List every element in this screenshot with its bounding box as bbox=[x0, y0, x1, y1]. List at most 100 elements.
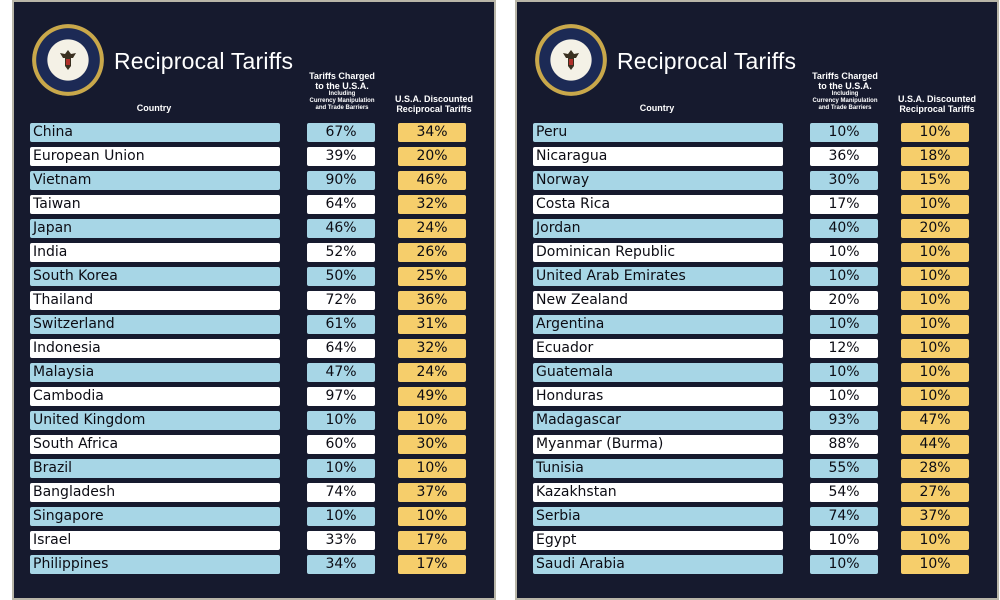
charged-tariff-cell: 47% bbox=[307, 363, 375, 382]
charged-tariff-cell: 10% bbox=[810, 243, 878, 262]
discounted-tariff-cell: 10% bbox=[901, 267, 969, 286]
tariff-panel-left: Reciprocal Tariffs Country Tariffs Charg… bbox=[12, 0, 496, 600]
charged-tariff-cell: 10% bbox=[810, 123, 878, 142]
discounted-header-line: Reciprocal Tariffs bbox=[396, 104, 472, 114]
charged-header-sub: and Trade Barriers bbox=[315, 105, 369, 111]
country-cell: Argentina bbox=[533, 315, 783, 334]
charged-tariff-cell: 55% bbox=[810, 459, 878, 478]
charged-header-line: to the U.S.A. bbox=[818, 81, 872, 91]
discounted-tariff-cell: 10% bbox=[901, 387, 969, 406]
charged-tariff-cell: 88% bbox=[810, 435, 878, 454]
charged-tariff-cell: 10% bbox=[810, 315, 878, 334]
table-row: Cambodia 97% 49% bbox=[14, 386, 494, 410]
eagle-icon bbox=[563, 50, 579, 70]
charged-tariff-cell: 39% bbox=[307, 147, 375, 166]
country-cell: Guatemala bbox=[533, 363, 783, 382]
table-row: Bangladesh 74% 37% bbox=[14, 482, 494, 506]
discounted-tariff-cell: 10% bbox=[901, 291, 969, 310]
charged-tariff-cell: 10% bbox=[307, 459, 375, 478]
country-cell: South Africa bbox=[30, 435, 280, 454]
discounted-tariff-cell: 46% bbox=[398, 171, 466, 190]
charged-tariff-cell: 64% bbox=[307, 195, 375, 214]
discounted-tariff-cell: 10% bbox=[901, 243, 969, 262]
discounted-tariff-cell: 34% bbox=[398, 123, 466, 142]
charged-tariff-cell: 36% bbox=[810, 147, 878, 166]
presidential-seal-icon bbox=[535, 24, 607, 96]
charged-tariff-cell: 90% bbox=[307, 171, 375, 190]
country-cell: Egypt bbox=[533, 531, 783, 550]
table-row: Norway 30% 15% bbox=[517, 170, 997, 194]
country-cell: Malaysia bbox=[30, 363, 280, 382]
country-cell: Cambodia bbox=[30, 387, 280, 406]
discounted-tariff-cell: 32% bbox=[398, 339, 466, 358]
discounted-tariff-cell: 10% bbox=[901, 531, 969, 550]
table-row: Brazil 10% 10% bbox=[14, 458, 494, 482]
country-cell: China bbox=[30, 123, 280, 142]
discounted-tariff-cell: 18% bbox=[901, 147, 969, 166]
table-row: Saudi Arabia 10% 10% bbox=[517, 554, 997, 578]
discounted-tariff-cell: 17% bbox=[398, 555, 466, 574]
country-cell: Bangladesh bbox=[30, 483, 280, 502]
country-cell: Norway bbox=[533, 171, 783, 190]
table-row: Dominican Republic 10% 10% bbox=[517, 242, 997, 266]
tariff-table-right: Peru 10% 10% Nicaragua 36% 18% Norway 30% 15% Cos… bbox=[517, 122, 997, 578]
charged-tariff-cell: 64% bbox=[307, 339, 375, 358]
charged-tariff-cell: 74% bbox=[307, 483, 375, 502]
discounted-header-line: U.S.A. Discounted bbox=[897, 94, 976, 104]
discounted-tariff-cell: 10% bbox=[901, 195, 969, 214]
charged-header-sub: Including bbox=[831, 91, 859, 97]
country-cell: Singapore bbox=[30, 507, 280, 526]
table-row: Ecuador 12% 10% bbox=[517, 338, 997, 362]
charged-header-line: Tariffs Charged bbox=[309, 71, 375, 81]
country-cell: Madagascar bbox=[533, 411, 783, 430]
country-cell: United Arab Emirates bbox=[533, 267, 783, 286]
table-row: Serbia 74% 37% bbox=[517, 506, 997, 530]
discounted-tariff-cell: 47% bbox=[901, 411, 969, 430]
discounted-tariff-cell: 36% bbox=[398, 291, 466, 310]
discounted-tariff-cell: 31% bbox=[398, 315, 466, 334]
charged-header-sub: Including bbox=[328, 91, 356, 97]
discounted-tariff-cell: 26% bbox=[398, 243, 466, 262]
discounted-tariff-cell: 24% bbox=[398, 219, 466, 238]
discounted-header-line: U.S.A. Discounted bbox=[394, 94, 473, 104]
charged-tariff-cell: 34% bbox=[307, 555, 375, 574]
table-row: European Union 39% 20% bbox=[14, 146, 494, 170]
charged-header-sub: Currency Manipulation bbox=[812, 98, 878, 104]
country-cell: South Korea bbox=[30, 267, 280, 286]
country-cell: Brazil bbox=[30, 459, 280, 478]
presidential-seal-icon bbox=[32, 24, 104, 96]
table-row: Israel 33% 17% bbox=[14, 530, 494, 554]
country-cell: Saudi Arabia bbox=[533, 555, 783, 574]
table-row: India 52% 26% bbox=[14, 242, 494, 266]
country-cell: Switzerland bbox=[30, 315, 280, 334]
charged-tariff-cell: 10% bbox=[810, 531, 878, 550]
charged-tariff-cell: 74% bbox=[810, 507, 878, 526]
table-row: New Zealand 20% 10% bbox=[517, 290, 997, 314]
charged-tariff-cell: 10% bbox=[810, 267, 878, 286]
discounted-tariff-cell: 27% bbox=[901, 483, 969, 502]
tariff-table-left: China 67% 34% European Union 39% 20% Vietnam 90… bbox=[14, 122, 494, 578]
charged-tariff-cell: 60% bbox=[307, 435, 375, 454]
country-column-header: Country bbox=[136, 103, 172, 113]
charged-tariff-cell: 46% bbox=[307, 219, 375, 238]
table-row: Philippines 34% 17% bbox=[14, 554, 494, 578]
charged-tariff-cell: 33% bbox=[307, 531, 375, 550]
charged-tariff-cell: 61% bbox=[307, 315, 375, 334]
discounted-header-line: Reciprocal Tariffs bbox=[899, 104, 975, 114]
charged-tariff-cell: 17% bbox=[810, 195, 878, 214]
charged-tariff-cell: 40% bbox=[810, 219, 878, 238]
charged-tariff-cell: 30% bbox=[810, 171, 878, 190]
table-row: Indonesia 64% 32% bbox=[14, 338, 494, 362]
table-row: Kazakhstan 54% 27% bbox=[517, 482, 997, 506]
table-row: Malaysia 47% 24% bbox=[14, 362, 494, 386]
charged-tariff-cell: 50% bbox=[307, 267, 375, 286]
table-row: Guatemala 10% 10% bbox=[517, 362, 997, 386]
table-row: Thailand 72% 36% bbox=[14, 290, 494, 314]
table-row: Singapore 10% 10% bbox=[14, 506, 494, 530]
discounted-tariff-cell: 32% bbox=[398, 195, 466, 214]
charged-tariff-cell: 12% bbox=[810, 339, 878, 358]
charged-header-sub: Currency Manipulation bbox=[309, 98, 375, 104]
country-cell: Nicaragua bbox=[533, 147, 783, 166]
charged-tariff-cell: 93% bbox=[810, 411, 878, 430]
table-row: Taiwan 64% 32% bbox=[14, 194, 494, 218]
